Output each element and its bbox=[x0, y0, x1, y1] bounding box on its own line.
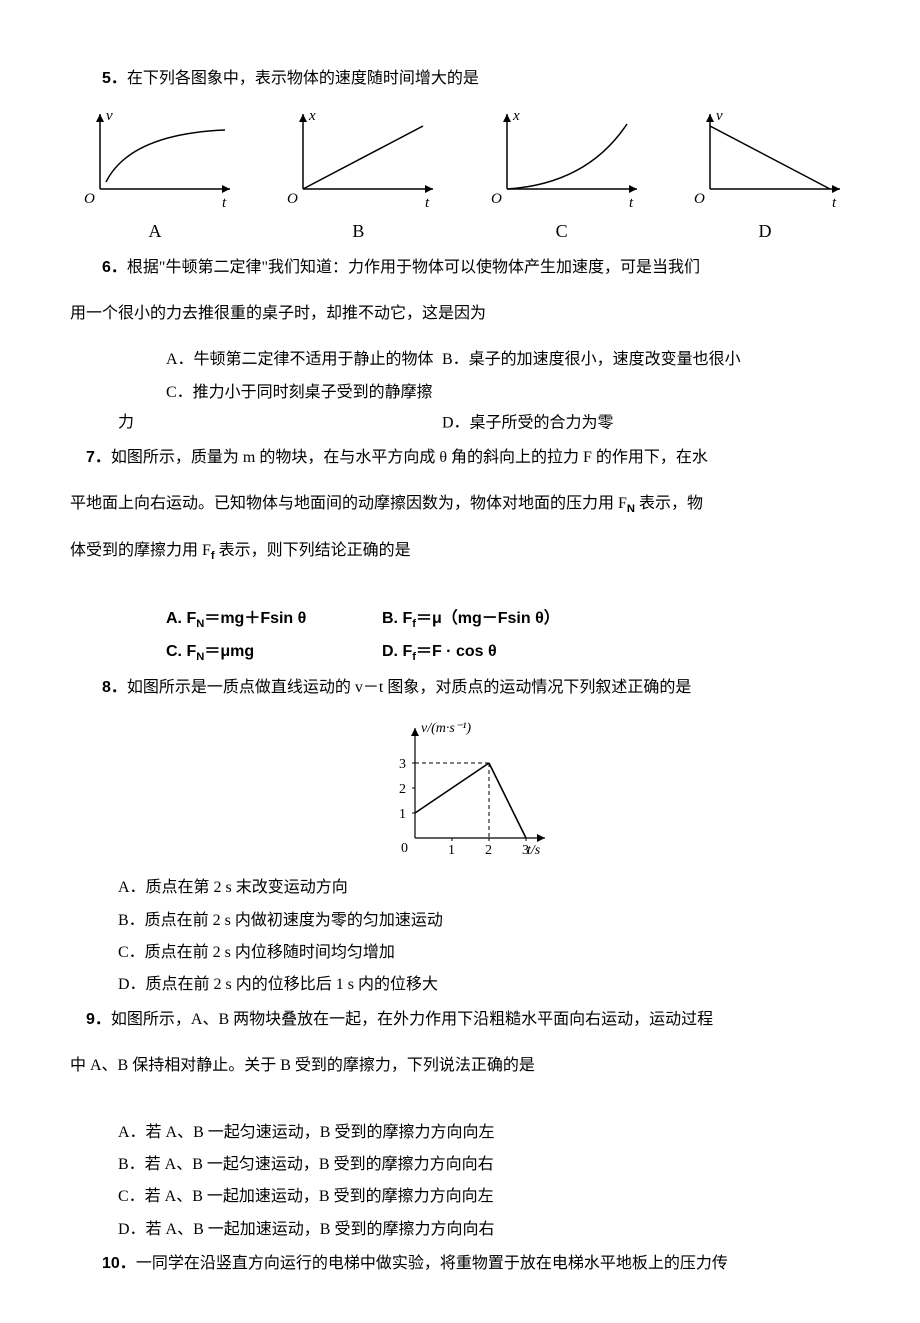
q5-fig-B: Ot x B bbox=[273, 104, 443, 248]
q9-num: 9． bbox=[86, 1011, 111, 1028]
q9-stem-2: 中 A、B 保持相对静止。关于 B 受到的摩擦力，下列说法正确的是 bbox=[70, 1051, 850, 1081]
q10-num: 10． bbox=[102, 1255, 136, 1272]
q5-svg-A: Ot v bbox=[70, 104, 240, 214]
q5-fig-D: Ot v D bbox=[680, 104, 850, 248]
svg-text:t: t bbox=[832, 195, 837, 211]
q5-num: 5． bbox=[102, 70, 127, 87]
svg-text:3: 3 bbox=[399, 757, 406, 772]
svg-text:O: O bbox=[694, 191, 705, 207]
svg-text:x: x bbox=[308, 108, 316, 124]
q6-B: B．桌子的加速度很小，速度改变量也很小 bbox=[442, 351, 741, 368]
q8-figure: v/(m·s⁻¹) t/s 0 1 2 3 1 2 3 bbox=[70, 713, 850, 863]
svg-text:1: 1 bbox=[448, 843, 455, 858]
q6-stem-1: 6．根据"牛顿第二定律"我们知道：力作用于物体可以使物体产生加速度，可是当我们 bbox=[70, 253, 850, 283]
q5-svg-C: Ot x bbox=[477, 104, 647, 214]
svg-text:t: t bbox=[629, 195, 634, 211]
q7-C: C. FN＝μmg bbox=[118, 637, 378, 668]
q7-text2-sub: N bbox=[627, 503, 635, 515]
q8-stem: 8．如图所示是一质点做直线运动的 v－t 图象，对质点的运动情况下列叙述正确的是 bbox=[70, 673, 850, 703]
q10-stem: 10．一同学在沿竖直方向运行的电梯中做实验，将重物置于放在电梯水平地板上的压力传 bbox=[70, 1249, 850, 1279]
q5-text: 在下列各图象中，表示物体的速度随时间增大的是 bbox=[127, 70, 479, 87]
q7-row1: A. FN＝mg＋Fsin θ B. Ff＝μ（mg－Fsin θ） bbox=[70, 604, 850, 635]
q5-svg-D: Ot v bbox=[680, 104, 850, 214]
q5-figure-row: Ot v A Ot x B Ot x C Ot v D bbox=[70, 104, 850, 248]
svg-text:x: x bbox=[512, 108, 520, 124]
q6-text1: 根据"牛顿第二定律"我们知道：力作用于物体可以使物体产生加速度，可是当我们 bbox=[127, 259, 700, 276]
svg-text:O: O bbox=[84, 191, 95, 207]
svg-text:2: 2 bbox=[485, 843, 492, 858]
q7-text1: 如图所示，质量为 m 的物块，在与水平方向成 θ 角的斜向上的拉力 F 的作用下… bbox=[111, 449, 708, 466]
svg-text:O: O bbox=[491, 191, 502, 207]
q9-text1: 如图所示，A、B 两物块叠放在一起，在外力作用下沿粗糙水平面向右运动，运动过程 bbox=[111, 1011, 713, 1028]
q5-svg-B: Ot x bbox=[273, 104, 443, 214]
q7-A: A. FN＝mg＋Fsin θ bbox=[118, 604, 378, 635]
svg-text:v: v bbox=[106, 108, 113, 124]
svg-text:v/(m·s⁻¹): v/(m·s⁻¹) bbox=[421, 721, 471, 736]
q7-B: B. Ff＝μ（mg－Fsin θ） bbox=[382, 610, 560, 627]
q8-C: C．质点在前 2 s 内位移随时间均匀增加 bbox=[70, 938, 850, 968]
q8-B: B．质点在前 2 s 内做初速度为零的匀加速运动 bbox=[70, 906, 850, 936]
q7-row2: C. FN＝μmg D. Ff＝F · cos θ bbox=[70, 637, 850, 668]
q9-spacer bbox=[70, 1098, 850, 1116]
q5-label-A: A bbox=[70, 214, 240, 248]
q7-stem-1: 7．如图所示，质量为 m 的物块，在与水平方向成 θ 角的斜向上的拉力 F 的作… bbox=[70, 443, 850, 473]
q5-fig-A: Ot v A bbox=[70, 104, 240, 248]
q5-label-B: B bbox=[273, 214, 443, 248]
q9-D: D．若 A、B 一起加速运动，B 受到的摩擦力方向向右 bbox=[70, 1215, 850, 1245]
q7-text3: 体受到的摩擦力用 F bbox=[70, 542, 211, 559]
q8-A: A．质点在第 2 s 末改变运动方向 bbox=[70, 873, 850, 903]
q7-spacer bbox=[70, 584, 850, 602]
svg-text:t/s: t/s bbox=[527, 843, 541, 858]
svg-text:v: v bbox=[716, 108, 723, 124]
svg-text:1: 1 bbox=[399, 807, 406, 822]
q7-text2b: 表示，物 bbox=[635, 495, 703, 512]
q9-B: B．若 A、B 一起匀速运动，B 受到的摩擦力方向向右 bbox=[70, 1150, 850, 1180]
q6-C: C．推力小于同时刻桌子受到的静摩擦力 bbox=[118, 378, 438, 439]
svg-text:0: 0 bbox=[401, 841, 408, 856]
q7-text2: 平地面上向右运动。已知物体与地面间的动摩擦因数为，物体对地面的压力用 F bbox=[70, 495, 627, 512]
q9-stem-1: 9．如图所示，A、B 两物块叠放在一起，在外力作用下沿粗糙水平面向右运动，运动过… bbox=[70, 1005, 850, 1035]
q7-text3b: 表示，则下列结论正确的是 bbox=[215, 542, 411, 559]
svg-text:O: O bbox=[287, 191, 298, 207]
q6-row2: C．推力小于同时刻桌子受到的静摩擦力 D．桌子所受的合力为零 bbox=[70, 378, 850, 439]
svg-text:3: 3 bbox=[522, 843, 529, 858]
q7-D: D. Ff＝F · cos θ bbox=[382, 643, 497, 660]
svg-text:2: 2 bbox=[399, 782, 406, 797]
q9-C: C．若 A、B 一起加速运动，B 受到的摩擦力方向向左 bbox=[70, 1182, 850, 1212]
q5-fig-C: Ot x C bbox=[477, 104, 647, 248]
q8-svg: v/(m·s⁻¹) t/s 0 1 2 3 1 2 3 bbox=[360, 713, 560, 863]
q10-text: 一同学在沿竖直方向运行的电梯中做实验，将重物置于放在电梯水平地板上的压力传 bbox=[136, 1255, 728, 1272]
q5-stem: 5．在下列各图象中，表示物体的速度随时间增大的是 bbox=[70, 64, 850, 94]
q8-text: 如图所示是一质点做直线运动的 v－t 图象，对质点的运动情况下列叙述正确的是 bbox=[127, 679, 691, 696]
q5-label-C: C bbox=[477, 214, 647, 248]
q7-num: 7． bbox=[86, 449, 111, 466]
q6-A: A．牛顿第二定律不适用于静止的物体 bbox=[118, 345, 438, 375]
q8-D: D．质点在前 2 s 内的位移比后 1 s 内的位移大 bbox=[70, 970, 850, 1000]
q8-num: 8． bbox=[102, 679, 127, 696]
q6-row1: A．牛顿第二定律不适用于静止的物体 B．桌子的加速度很小，速度改变量也很小 bbox=[70, 345, 850, 375]
svg-text:t: t bbox=[222, 195, 227, 211]
q7-stem-2: 平地面上向右运动。已知物体与地面间的动摩擦因数为，物体对地面的压力用 FN 表示… bbox=[70, 489, 850, 520]
q7-stem-3: 体受到的摩擦力用 Ff 表示，则下列结论正确的是 bbox=[70, 536, 850, 567]
q6-stem-2: 用一个很小的力去推很重的桌子时，却推不动它，这是因为 bbox=[70, 299, 850, 329]
svg-text:t: t bbox=[425, 195, 430, 211]
q9-A: A．若 A、B 一起匀速运动，B 受到的摩擦力方向向左 bbox=[70, 1118, 850, 1148]
q5-label-D: D bbox=[680, 214, 850, 248]
q6-D: D．桌子所受的合力为零 bbox=[442, 414, 614, 431]
q6-num: 6． bbox=[102, 259, 127, 276]
